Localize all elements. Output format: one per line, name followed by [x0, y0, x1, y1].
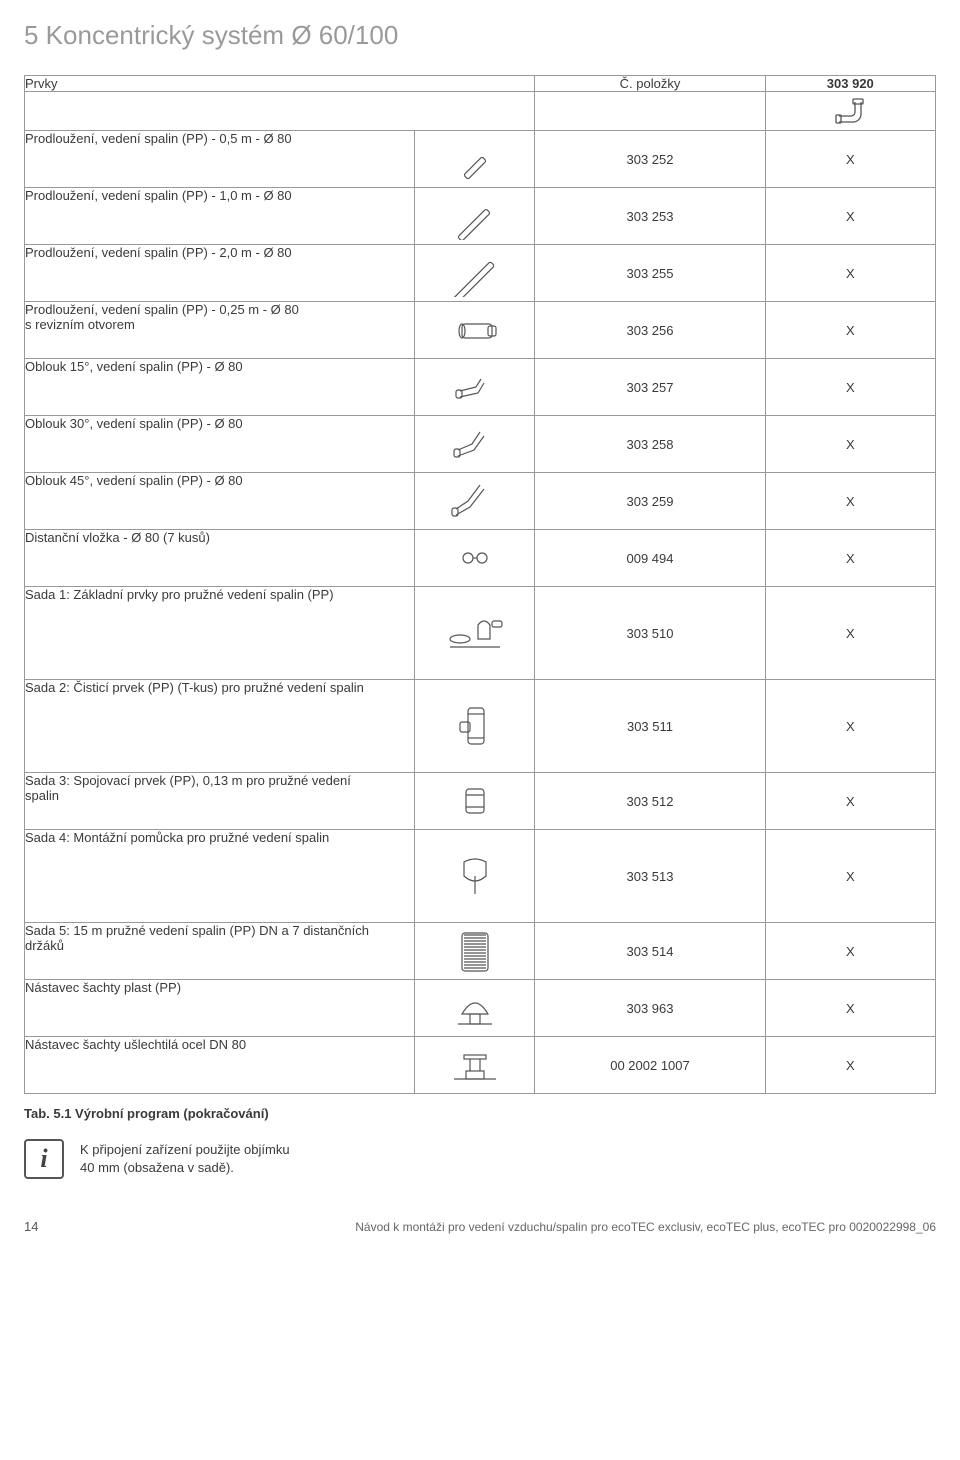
row-mark: X	[765, 188, 935, 245]
table-row: Nástavec šachty plast (PP) 303 963X	[25, 980, 936, 1037]
row-desc: Sada 1: Základní prvky pro pružné vedení…	[25, 587, 415, 680]
row-number: 303 252	[535, 131, 765, 188]
row-number: 303 259	[535, 473, 765, 530]
row-number: 303 514	[535, 923, 765, 980]
header-prvky: Prvky	[25, 76, 58, 91]
header-polozky: Č. položky	[535, 76, 765, 92]
row-number: 303 255	[535, 245, 765, 302]
row-mark: X	[765, 359, 935, 416]
footer-text: Návod k montáži pro vedení vzduchu/spali…	[355, 1220, 936, 1234]
row-desc: Oblouk 15°, vedení spalin (PP) - Ø 80	[25, 359, 415, 416]
row-number: 00 2002 1007	[535, 1037, 765, 1094]
table-row: Sada 2: Čisticí prvek (PP) (T-kus) pro p…	[25, 680, 936, 773]
row-icon	[414, 359, 535, 416]
header-model-number: 303 920	[765, 76, 935, 92]
row-icon	[414, 188, 535, 245]
row-desc: Distanční vložka - Ø 80 (7 kusů)	[25, 530, 415, 587]
row-desc: Sada 4: Montážní pomůcka pro pružné vede…	[25, 830, 415, 923]
row-number: 009 494	[535, 530, 765, 587]
table-row: Sada 5: 15 m pružné vedení spalin (PP) D…	[25, 923, 936, 980]
row-desc: Prodloužení, vedení spalin (PP) - 1,0 m …	[25, 188, 415, 245]
row-desc: Oblouk 30°, vedení spalin (PP) - Ø 80	[25, 416, 415, 473]
row-desc: Sada 2: Čisticí prvek (PP) (T-kus) pro p…	[25, 680, 415, 773]
row-icon	[414, 416, 535, 473]
table-row: Prodloužení, vedení spalin (PP) - 0,25 m…	[25, 302, 936, 359]
row-icon	[414, 131, 535, 188]
table-row: Prodloužení, vedení spalin (PP) - 0,5 m …	[25, 131, 936, 188]
row-icon	[414, 680, 535, 773]
row-desc: Prodloužení, vedení spalin (PP) - 0,25 m…	[25, 302, 415, 359]
row-number: 303 257	[535, 359, 765, 416]
row-icon	[414, 530, 535, 587]
row-mark: X	[765, 680, 935, 773]
row-mark: X	[765, 1037, 935, 1094]
row-number: 303 258	[535, 416, 765, 473]
row-number: 303 513	[535, 830, 765, 923]
row-number: 303 510	[535, 587, 765, 680]
row-icon	[414, 473, 535, 530]
row-desc: Prodloužení, vedení spalin (PP) - 2,0 m …	[25, 245, 415, 302]
table-caption: Tab. 5.1 Výrobní program (pokračování)	[24, 1106, 936, 1121]
table-row: Sada 4: Montážní pomůcka pro pružné vede…	[25, 830, 936, 923]
table-row: Oblouk 30°, vedení spalin (PP) - Ø 80 303…	[25, 416, 936, 473]
table-row: Nástavec šachty ušlechtilá ocel DN 80 00 …	[25, 1037, 936, 1094]
table-header-icon-row	[25, 92, 936, 131]
row-icon	[414, 302, 535, 359]
row-mark: X	[765, 473, 935, 530]
row-number: 303 256	[535, 302, 765, 359]
row-mark: X	[765, 131, 935, 188]
info-note: i K připojení zařízení použijte objímku4…	[24, 1139, 936, 1179]
row-mark: X	[765, 245, 935, 302]
row-number: 303 511	[535, 680, 765, 773]
table-row: Sada 1: Základní prvky pro pružné vedení…	[25, 587, 936, 680]
row-mark: X	[765, 302, 935, 359]
row-number: 303 963	[535, 980, 765, 1037]
row-desc: Sada 3: Spojovací prvek (PP), 0,13 m pro…	[25, 773, 415, 830]
row-mark: X	[765, 587, 935, 680]
table-row: Distanční vložka - Ø 80 (7 kusů) 009 494X	[25, 530, 936, 587]
info-icon: i	[24, 1139, 64, 1179]
row-icon	[414, 980, 535, 1037]
table-row: Oblouk 15°, vedení spalin (PP) - Ø 80 303…	[25, 359, 936, 416]
row-icon	[414, 773, 535, 830]
row-icon	[414, 830, 535, 923]
row-desc: Sada 5: 15 m pružné vedení spalin (PP) D…	[25, 923, 415, 980]
table-row: Sada 3: Spojovací prvek (PP), 0,13 m pro…	[25, 773, 936, 830]
row-desc: Nástavec šachty plast (PP)	[25, 980, 415, 1037]
footer-page-number: 14	[24, 1219, 38, 1234]
section-title: 5 Koncentrický systém Ø 60/100	[24, 20, 936, 51]
model-elbow-icon	[833, 96, 867, 126]
row-mark: X	[765, 980, 935, 1037]
row-icon	[414, 245, 535, 302]
row-icon	[414, 1037, 535, 1094]
page-footer: 14 Návod k montáži pro vedení vzduchu/sp…	[24, 1219, 936, 1234]
row-mark: X	[765, 773, 935, 830]
row-desc: Nástavec šachty ušlechtilá ocel DN 80	[25, 1037, 415, 1094]
row-mark: X	[765, 416, 935, 473]
row-mark: X	[765, 830, 935, 923]
row-desc: Oblouk 45°, vedení spalin (PP) - Ø 80	[25, 473, 415, 530]
table-header-row: Prvky Č. položky 303 920	[25, 76, 936, 92]
row-mark: X	[765, 530, 935, 587]
info-text: K připojení zařízení použijte objímku40 …	[80, 1141, 290, 1176]
table-row: Prodloužení, vedení spalin (PP) - 2,0 m …	[25, 245, 936, 302]
parts-table: Prvky Č. položky 303 920 Prodloužení, ve…	[24, 75, 936, 1094]
row-icon	[414, 923, 535, 980]
row-number: 303 512	[535, 773, 765, 830]
row-icon	[414, 587, 535, 680]
row-desc: Prodloužení, vedení spalin (PP) - 0,5 m …	[25, 131, 415, 188]
row-number: 303 253	[535, 188, 765, 245]
row-mark: X	[765, 923, 935, 980]
table-row: Oblouk 45°, vedení spalin (PP) - Ø 80 303…	[25, 473, 936, 530]
table-row: Prodloužení, vedení spalin (PP) - 1,0 m …	[25, 188, 936, 245]
